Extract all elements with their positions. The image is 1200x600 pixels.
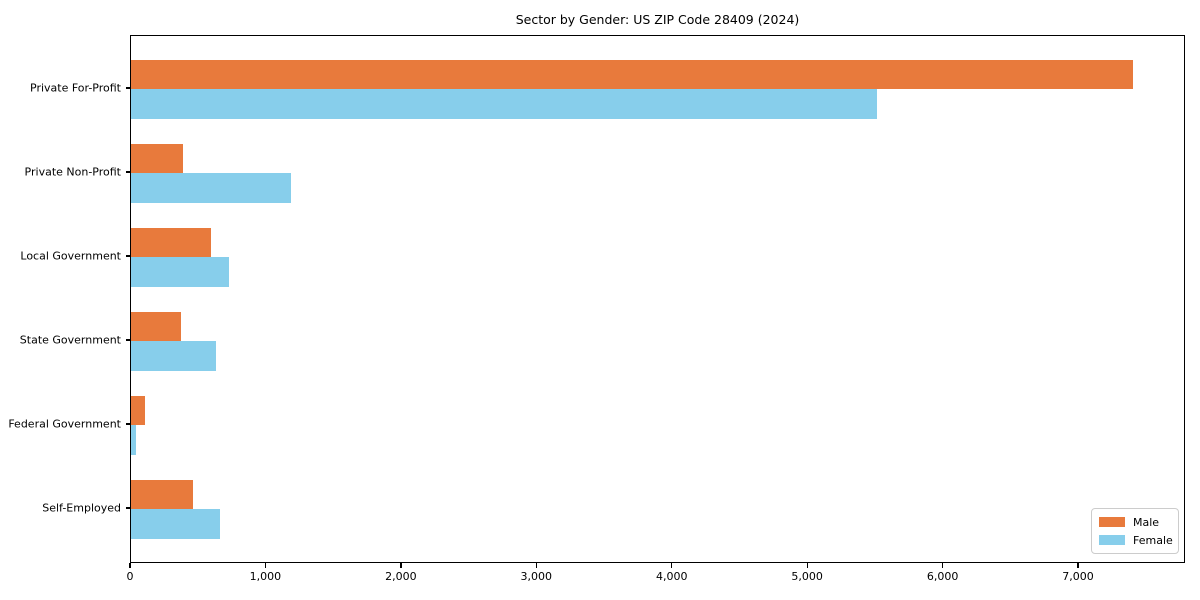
x-tick-mark <box>941 563 944 568</box>
legend-swatch-male <box>1099 517 1125 527</box>
bar-male-2 <box>131 227 211 257</box>
x-tick-mark <box>671 563 673 568</box>
x-tick-label: 5,000 <box>791 570 823 583</box>
y-tick-label: Local Government <box>20 249 121 263</box>
bar-female-2 <box>131 257 229 287</box>
y-tick-mark <box>125 423 130 425</box>
y-tick-label: Self-Employed <box>42 501 121 515</box>
chart-title: Sector by Gender: US ZIP Code 28409 (202… <box>515 12 800 27</box>
x-tick-label: 6,000 <box>926 570 959 583</box>
x-tick-label: 2,000 <box>385 570 417 583</box>
x-tick-mark <box>129 563 131 568</box>
x-tick-label: 7,000 <box>1062 570 1094 583</box>
x-tick-mark <box>806 563 808 568</box>
y-tick-mark <box>125 339 130 341</box>
x-tick-label: 3,000 <box>520 570 553 583</box>
legend-label: Female <box>1133 533 1173 547</box>
x-tick-mark <box>1077 563 1079 568</box>
legend: Male Female <box>1091 508 1179 554</box>
plot-area <box>130 35 1185 563</box>
y-tick-mark <box>125 255 130 257</box>
bar-male-0 <box>131 59 1134 89</box>
bar-female-3 <box>131 341 217 371</box>
x-tick-mark <box>535 563 537 568</box>
bar-female-5 <box>131 509 221 539</box>
bar-female-0 <box>131 89 878 119</box>
legend-entry-female: Female <box>1099 533 1173 547</box>
y-tick-mark <box>125 507 130 509</box>
y-tick-label: State Government <box>19 333 121 347</box>
y-tick-label: Federal Government <box>8 417 121 431</box>
y-tick-label: Private For-Profit <box>30 81 121 95</box>
bar-male-3 <box>131 311 182 341</box>
x-tick-label: 4,000 <box>655 570 688 583</box>
x-tick-label: 0 <box>126 570 134 583</box>
legend-entry-male: Male <box>1099 515 1171 529</box>
x-tick-mark <box>264 563 267 568</box>
y-tick-mark <box>125 171 130 173</box>
y-tick-mark <box>125 87 130 89</box>
bar-male-4 <box>131 395 145 425</box>
legend-label: Male <box>1133 515 1160 529</box>
bar-male-1 <box>131 143 183 173</box>
bar-female-1 <box>131 173 291 203</box>
legend-swatch-female <box>1099 535 1125 545</box>
x-tick-label: 1,000 <box>249 570 282 583</box>
y-tick-label: Private Non-Profit <box>24 165 121 179</box>
bar-female-4 <box>131 425 136 455</box>
x-tick-mark <box>400 563 402 568</box>
bar-male-5 <box>131 479 194 509</box>
